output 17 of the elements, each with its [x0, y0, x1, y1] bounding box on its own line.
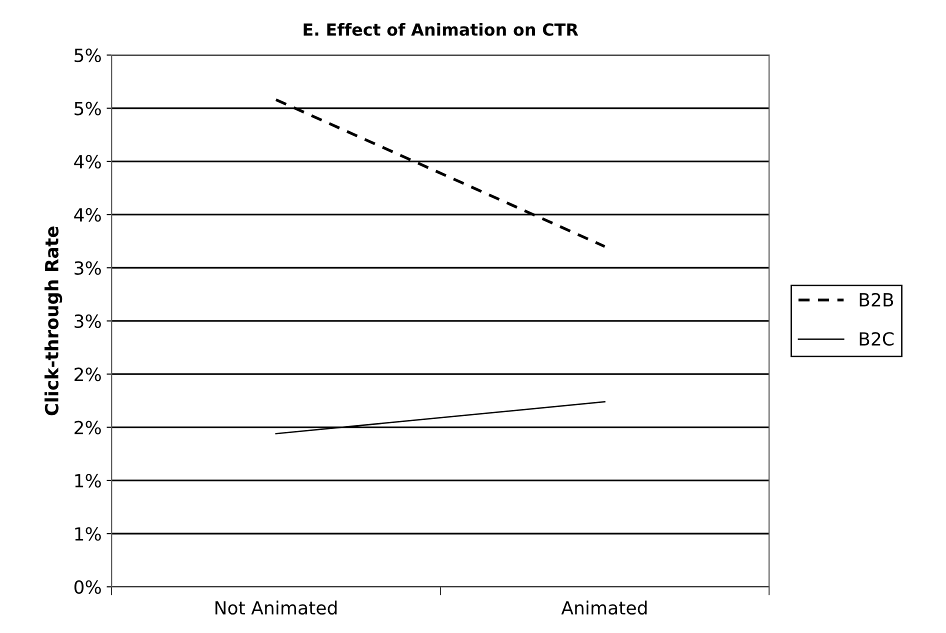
y-tick-label: 2% — [74, 420, 101, 434]
y-tick-label: 4% — [74, 208, 101, 222]
y-axis-title: Click-through Rate — [44, 226, 62, 416]
legend-label: B2B — [860, 292, 894, 306]
y-tick-label: 2% — [74, 368, 101, 382]
y-tick-label: 3% — [74, 261, 101, 275]
y-tick-label: 5% — [74, 102, 101, 116]
y-tick-label: 1% — [75, 527, 101, 541]
y-tick-label: 0% — [74, 580, 101, 594]
y-tick-label: 3% — [74, 314, 101, 328]
legend-label: B2C — [860, 332, 894, 346]
y-tick-label: 4% — [74, 154, 101, 169]
y-tick-label: 1% — [75, 474, 101, 488]
x-tick-label: Animated — [561, 600, 647, 615]
chart-title: E. Effect of Animation on CTR — [304, 22, 578, 36]
y-tick-label: 5% — [74, 48, 101, 62]
x-tick-label: Not Animated — [216, 600, 337, 615]
